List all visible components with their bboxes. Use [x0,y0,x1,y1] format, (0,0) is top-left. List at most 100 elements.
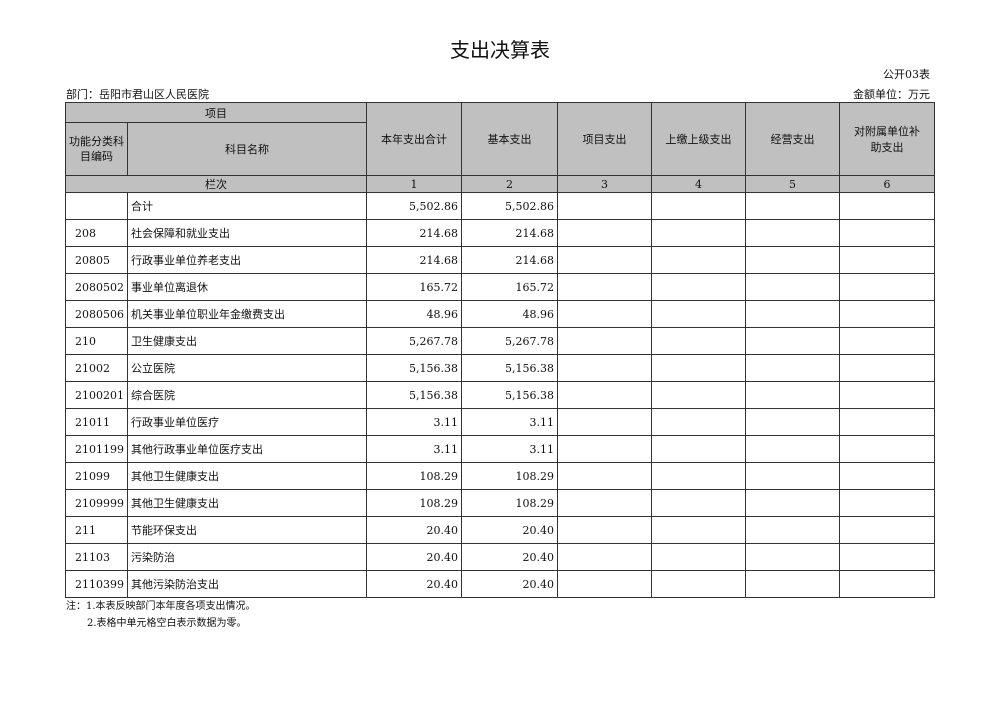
empty-cell [839,327,935,355]
empty-cell [745,462,840,490]
row-name: 其他行政事业单位医疗支出 [127,435,367,463]
table-row: 2080506 机关事业单位职业年金缴费支出 48.96 48.96 [65,300,935,328]
header-col: 基本支出 [461,102,558,176]
form-code: 公开03表 [883,68,930,81]
empty-cell [651,489,746,517]
table-row: 21103 污染防治 20.40 20.40 [65,543,935,571]
row-name: 卫生健康支出 [127,327,367,355]
empty-cell [557,327,652,355]
row-total: 108.29 [366,462,462,490]
row-name: 污染防治 [127,543,367,571]
empty-cell [745,489,840,517]
row-basic: 214.68 [461,246,558,274]
empty-cell [745,381,840,409]
row-basic: 214.68 [461,219,558,247]
row-basic: 108.29 [461,462,558,490]
row-total: 5,502.86 [366,192,462,220]
row-name: 公立医院 [127,354,367,382]
seq-label: 栏次 [65,175,367,193]
row-code: 2101199 [65,435,128,463]
table-row: 208 社会保障和就业支出 214.68 214.68 [65,219,935,247]
empty-cell [557,354,652,382]
empty-cell [745,354,840,382]
row-name: 其他污染防治支出 [127,570,367,598]
expenditure-table: 项目 本年支出合计 基本支出 项目支出 上缴上级支出 经营支出 对附属单位补助支… [65,102,935,598]
empty-cell [839,462,935,490]
row-total: 20.40 [366,543,462,571]
empty-cell [745,570,840,598]
header-name: 科目名称 [127,122,367,176]
row-basic: 5,502.86 [461,192,558,220]
row-total: 165.72 [366,273,462,301]
empty-cell [745,435,840,463]
seq: 1 [366,175,462,193]
empty-cell [557,273,652,301]
row-code: 21099 [65,462,128,490]
row-name: 节能环保支出 [127,516,367,544]
row-name: 机关事业单位职业年金缴费支出 [127,300,367,328]
empty-cell [839,381,935,409]
header-col: 项目支出 [557,102,652,176]
table-row: 合计 5,502.86 5,502.86 [65,192,935,220]
header-col: 经营支出 [745,102,840,176]
empty-cell [557,435,652,463]
row-code: 2109999 [65,489,128,517]
empty-cell [557,246,652,274]
empty-cell [557,219,652,247]
row-basic: 3.11 [461,435,558,463]
row-code: 208 [65,219,128,247]
empty-cell [651,462,746,490]
empty-cell [839,192,935,220]
seq: 2 [461,175,558,193]
empty-cell [557,462,652,490]
empty-cell [557,516,652,544]
empty-cell [839,516,935,544]
row-code: 21011 [65,408,128,436]
empty-cell [651,381,746,409]
empty-cell [651,516,746,544]
empty-cell [651,570,746,598]
empty-cell [651,327,746,355]
row-code: 2110399 [65,570,128,598]
department: 部门：岳阳市君山区人民医院 [66,88,209,101]
empty-cell [557,381,652,409]
seq: 4 [651,175,746,193]
row-name: 合计 [127,192,367,220]
header-code: 功能分类科目编码 [65,122,128,176]
row-code: 21103 [65,543,128,571]
table-row: 21002 公立医院 5,156.38 5,156.38 [65,354,935,382]
seq: 6 [839,175,935,193]
empty-cell [745,327,840,355]
note: 注：1.本表反映部门本年度各项支出情况。 [66,601,256,612]
header-col: 上缴上级支出 [651,102,746,176]
empty-cell [839,408,935,436]
row-total: 3.11 [366,408,462,436]
table-row: 2101199 其他行政事业单位医疗支出 3.11 3.11 [65,435,935,463]
empty-cell [839,219,935,247]
row-code: 21002 [65,354,128,382]
row-basic: 5,267.78 [461,327,558,355]
row-basic: 20.40 [461,570,558,598]
row-total: 5,156.38 [366,354,462,382]
empty-cell [745,516,840,544]
empty-cell [651,273,746,301]
header-col: 本年支出合计 [366,102,462,176]
row-total: 214.68 [366,219,462,247]
amount-unit: 金额单位：万元 [853,88,930,101]
note: 2.表格中单元格空白表示数据为零。 [87,618,247,629]
empty-cell [651,543,746,571]
row-code [65,192,128,220]
empty-cell [745,192,840,220]
table-row: 2110399 其他污染防治支出 20.40 20.40 [65,570,935,598]
row-code: 210 [65,327,128,355]
row-name: 综合医院 [127,381,367,409]
empty-cell [557,489,652,517]
empty-cell [839,543,935,571]
empty-cell [651,435,746,463]
table-row: 21099 其他卫生健康支出 108.29 108.29 [65,462,935,490]
row-total: 20.40 [366,570,462,598]
row-name: 行政事业单位养老支出 [127,246,367,274]
empty-cell [839,273,935,301]
row-basic: 108.29 [461,489,558,517]
